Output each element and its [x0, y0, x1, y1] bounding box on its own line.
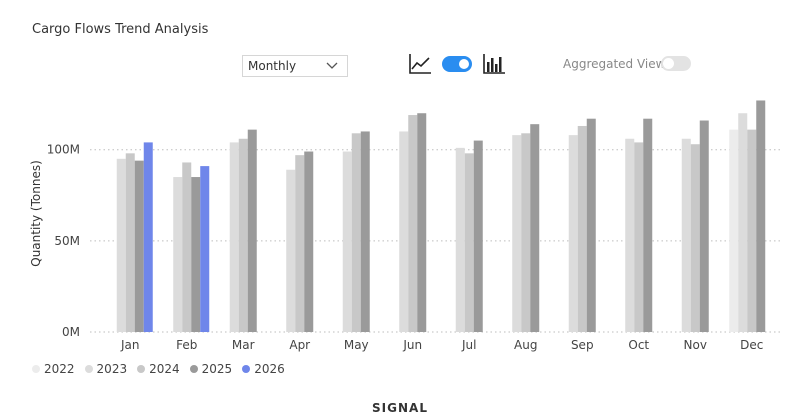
bar-chart-icon[interactable]: [482, 53, 506, 79]
x-tick-label: Dec: [740, 338, 763, 352]
bar-2025: [304, 151, 314, 332]
bar-2022: [729, 129, 739, 332]
bar-2024: [577, 125, 587, 332]
x-tick-label: May: [344, 338, 369, 352]
bar-2023: [116, 158, 126, 332]
bar-2023: [625, 138, 635, 332]
bar-2023: [399, 131, 409, 332]
legend-swatch: [189, 365, 198, 373]
bar-2023: [286, 169, 296, 332]
bar-2024: [634, 142, 644, 332]
chart-type-toggle[interactable]: [442, 56, 472, 72]
x-tick-label: Jul: [461, 338, 476, 352]
bar-2025: [756, 100, 766, 332]
chart-title: Cargo Flows Trend Analysis: [32, 22, 209, 37]
bar-2023: [738, 113, 748, 332]
chevron-down-icon: [325, 58, 339, 75]
toggle-knob: [663, 58, 674, 69]
bar-2026: [143, 142, 153, 332]
y-axis-label: Quantity (Tonnes): [29, 160, 43, 267]
toggle-knob: [459, 59, 469, 69]
bar-2023: [512, 135, 522, 332]
legend-swatch: [137, 365, 146, 373]
x-tick-label: Sep: [571, 338, 594, 352]
legend-label: 2026: [254, 362, 285, 376]
bar-2025: [191, 177, 201, 332]
x-tick-label: Aug: [514, 338, 537, 352]
aggregated-view-label: Aggregated View: [563, 57, 666, 71]
bar-2025: [586, 118, 596, 332]
bar-2023: [173, 177, 183, 332]
bar-2024: [351, 133, 361, 332]
legend-swatch: [32, 365, 40, 373]
legend-swatch: [84, 365, 93, 373]
x-tick-label: Apr: [289, 338, 310, 352]
x-tick-label: Mar: [232, 338, 255, 352]
legend-item[interactable]: 2023: [84, 362, 128, 376]
bar-2024: [747, 129, 757, 332]
legend-label: 2025: [201, 362, 233, 376]
bar-2024: [295, 155, 305, 332]
bar-2023: [681, 138, 691, 332]
bar-2025: [247, 129, 257, 332]
x-tick-label: Jan: [120, 338, 140, 352]
bar-2025: [360, 131, 370, 332]
bar-2024: [238, 138, 248, 332]
bar-2025: [530, 124, 540, 332]
line-chart-icon[interactable]: [408, 53, 432, 79]
bar-2025: [699, 120, 709, 333]
legend-item[interactable]: 2025: [189, 362, 233, 376]
x-tick-label: Nov: [684, 338, 707, 352]
y-tick-label: 50M: [54, 234, 80, 248]
legend-label: 2023: [96, 362, 128, 376]
bar-2025: [134, 160, 144, 332]
bar-2025: [643, 118, 653, 332]
bar-2025: [473, 140, 483, 332]
aggregated-view-toggle[interactable]: [661, 56, 691, 71]
legend-label: 2024: [149, 362, 180, 376]
bar-2024: [408, 115, 418, 332]
x-tick-label: Jun: [402, 338, 422, 352]
legend-swatch: [242, 365, 251, 373]
y-tick-label: 100M: [47, 143, 80, 157]
legend-item[interactable]: 2024: [137, 362, 180, 376]
bar-2023: [229, 142, 239, 332]
bar-2023: [455, 147, 465, 332]
legend-item[interactable]: 2022: [32, 362, 75, 376]
bar-2024: [521, 133, 531, 332]
brand-logo: SIGNAL: [372, 401, 428, 415]
x-tick-label: Feb: [176, 338, 197, 352]
bar-2026: [200, 166, 210, 332]
bar-2024: [464, 153, 474, 332]
bar-2023: [342, 151, 352, 332]
chart-legend: 2022 2023 2024 2025 2026: [32, 362, 285, 376]
y-tick-label: 0M: [62, 325, 80, 339]
bar-2025: [417, 113, 427, 332]
legend-item[interactable]: 2026: [242, 362, 285, 376]
x-tick-label: Oct: [628, 338, 649, 352]
bar-2024: [182, 162, 192, 332]
bar-2023: [568, 135, 578, 332]
bar-chart: 0M 50M 100M Quantity (Tonnes) Jan Feb Mar Apr Ma…: [29, 100, 780, 352]
legend-label: 2022: [44, 362, 75, 376]
bar-2024: [125, 153, 135, 332]
bar-2024: [690, 144, 700, 332]
period-dropdown[interactable]: Monthly: [242, 55, 348, 77]
period-dropdown-value: Monthly: [248, 59, 297, 73]
